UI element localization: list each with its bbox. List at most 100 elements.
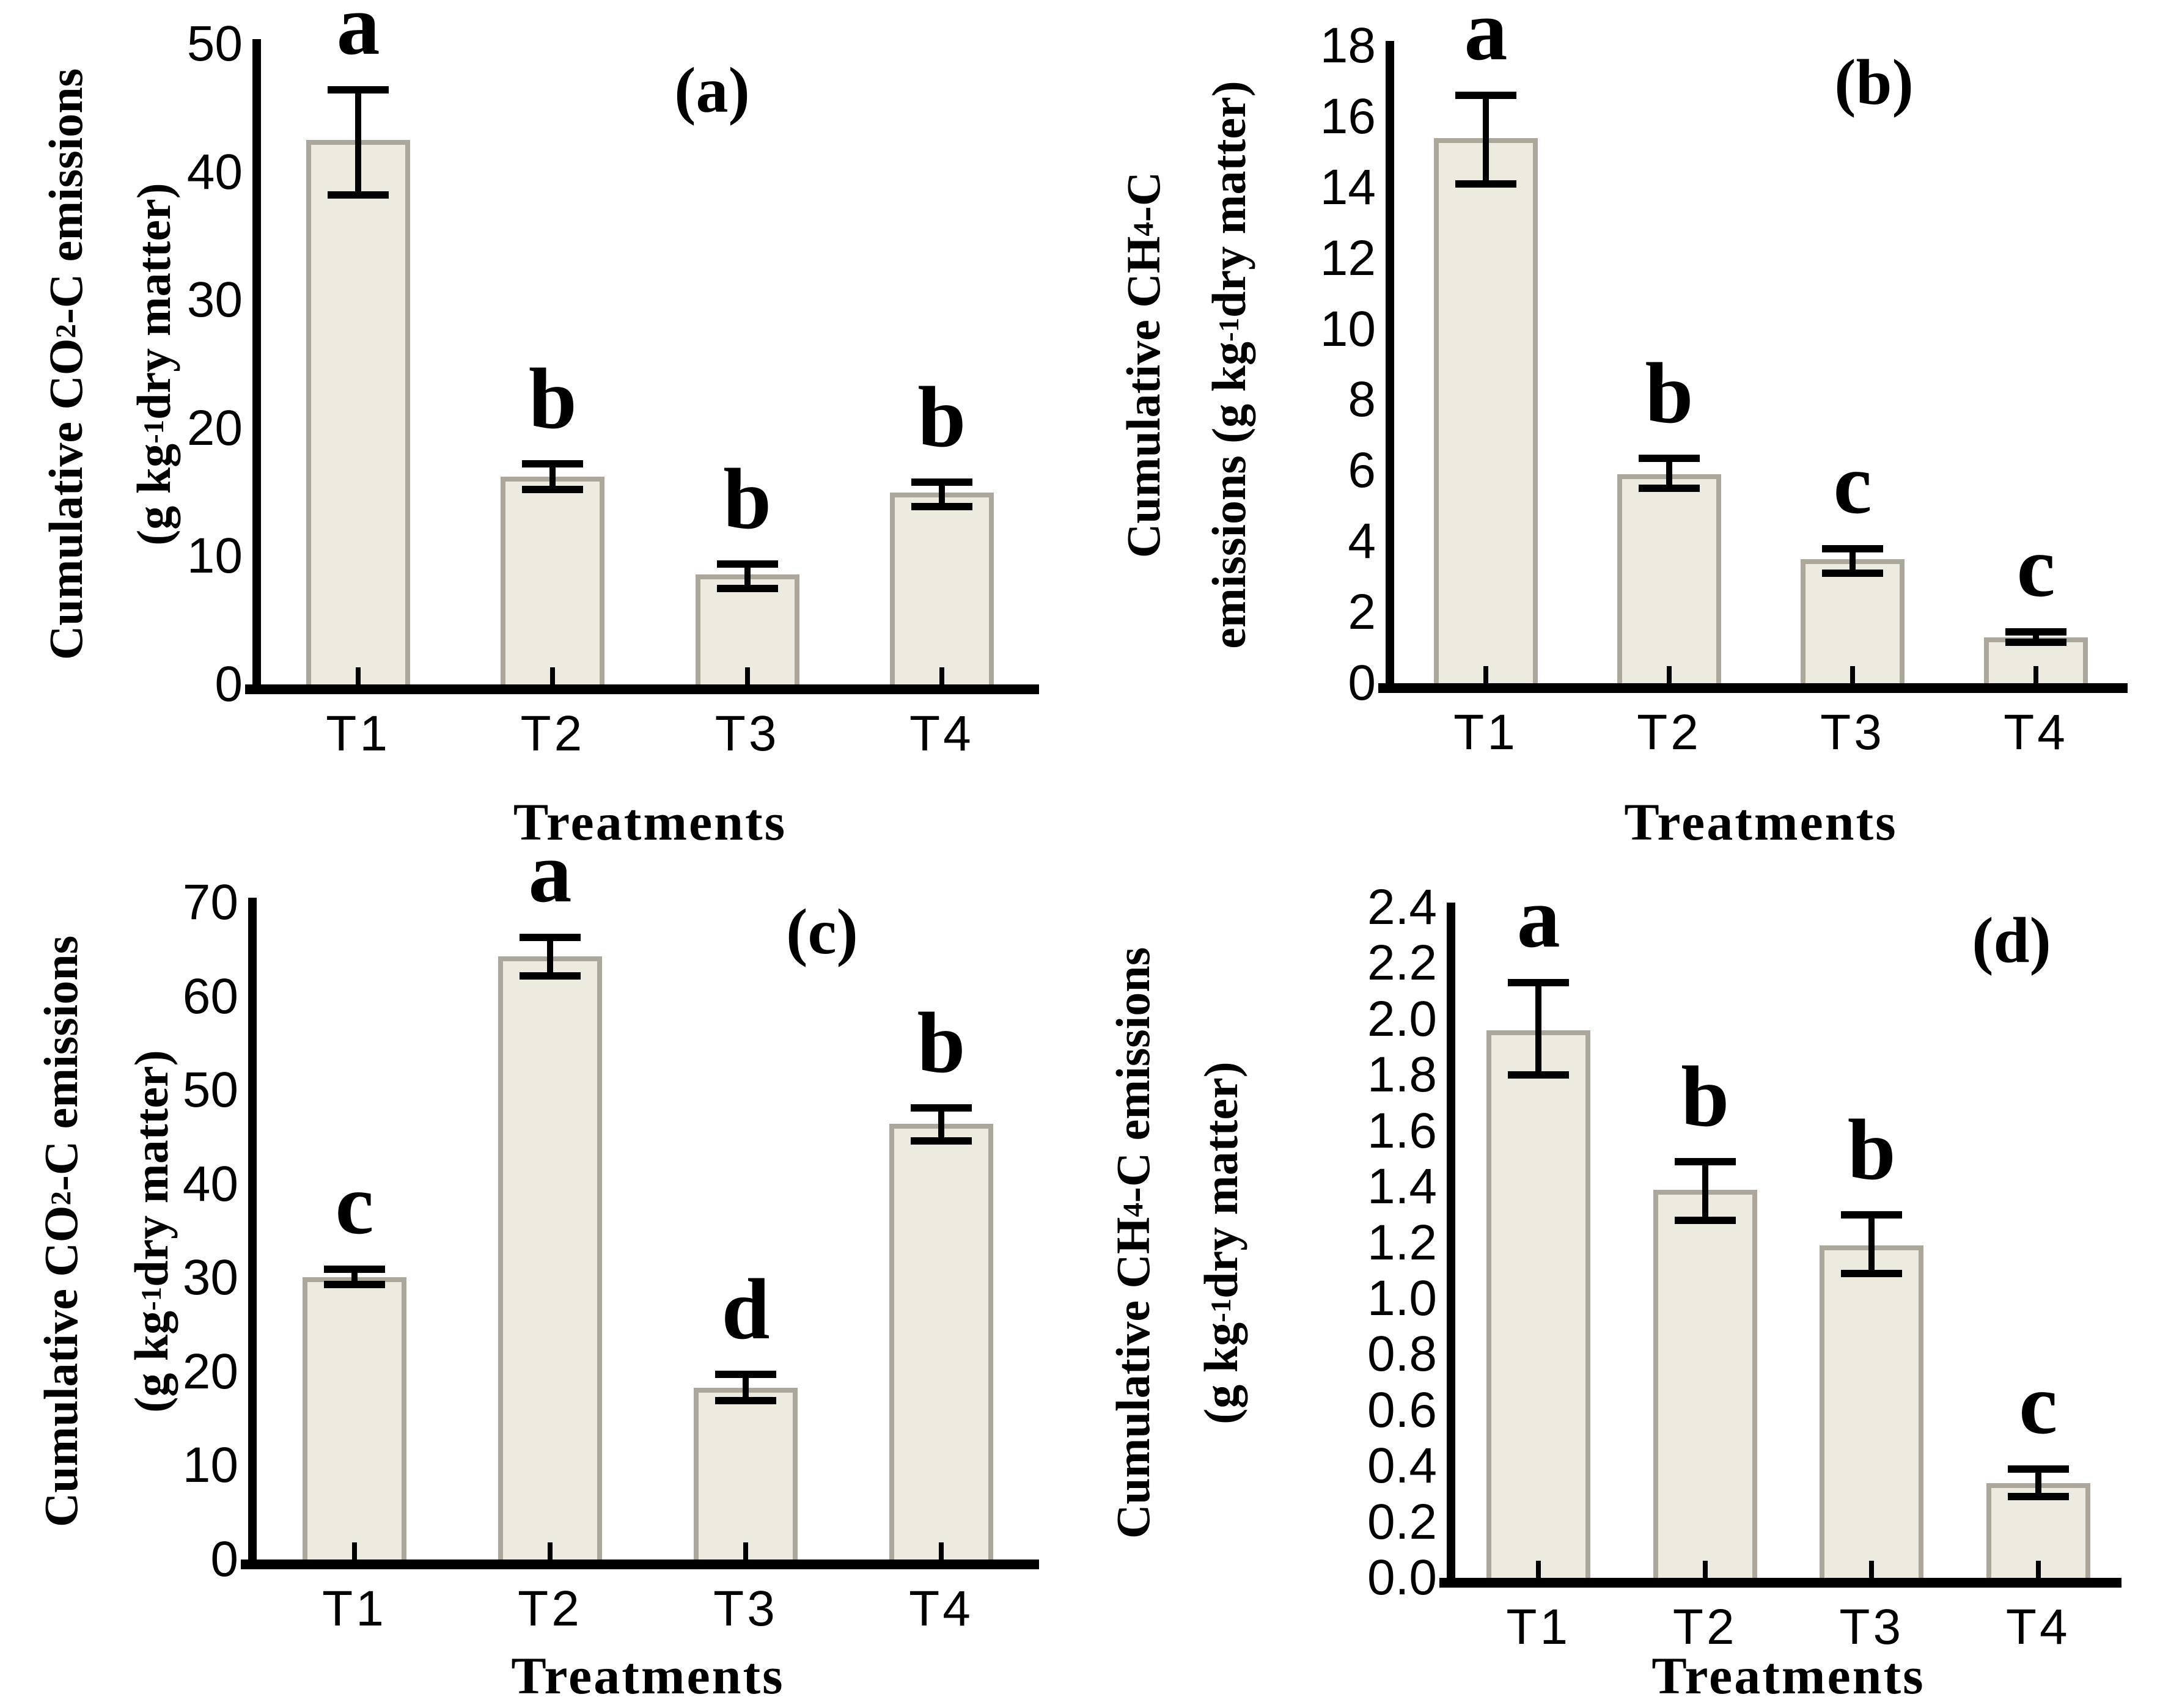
y-tick-label: 10 — [1320, 301, 1376, 357]
x-category-label: T3 — [1820, 705, 1885, 760]
y-tick-label: 1.0 — [1367, 1270, 1437, 1326]
error-bar-cap-top — [716, 560, 778, 568]
x-category-label: T1 — [1453, 705, 1518, 760]
x-tick — [356, 667, 361, 684]
x-axis-line — [1378, 683, 2128, 693]
error-bar-cap-bottom — [1841, 1269, 1903, 1277]
y-tick-label: 12 — [1320, 230, 1376, 286]
bar-T1 — [1434, 137, 1538, 683]
error-bar-stem — [938, 1108, 944, 1142]
y-tick-label: 30 — [182, 1250, 238, 1306]
x-category-label: T1 — [326, 706, 391, 761]
y-tick-label: 2.0 — [1367, 991, 1437, 1047]
x-category-label: T2 — [520, 706, 586, 761]
x-tick — [1536, 1561, 1541, 1578]
y-tick-label: 1.8 — [1367, 1047, 1437, 1103]
error-bar-stem — [1850, 548, 1856, 574]
significance-letter: a — [1516, 869, 1560, 966]
x-axis-line — [245, 684, 1039, 694]
error-bar-cap-bottom — [1674, 1216, 1736, 1224]
error-bar-stem — [1483, 95, 1489, 184]
error-bar-cap-top — [2007, 1465, 2069, 1473]
significance-letter: a — [1464, 0, 1508, 79]
y-tick-label: 30 — [186, 272, 243, 328]
error-bar-stem — [547, 937, 553, 976]
y-tick-label: 0 — [1348, 655, 1376, 711]
bar-T2 — [1653, 1189, 1757, 1578]
y-tick-label: 70 — [182, 874, 238, 930]
significance-letter: b — [1847, 1101, 1896, 1198]
y-tick-label: 8 — [1348, 372, 1376, 428]
significance-letter: d — [721, 1261, 770, 1358]
y-tick-label: 10 — [182, 1437, 238, 1494]
y-tick-label: 20 — [186, 400, 243, 456]
error-bar-cap-bottom — [1822, 570, 1883, 577]
error-bar-stem — [351, 1269, 358, 1285]
y-tick-label: 6 — [1348, 442, 1376, 499]
x-axis-line — [1439, 1578, 2121, 1588]
error-bar-cap-top — [911, 1104, 972, 1112]
panel-letter-label: (a) — [674, 54, 750, 126]
error-bar-cap-top — [2005, 628, 2066, 636]
error-bar-stem — [2033, 631, 2039, 643]
significance-letter: a — [528, 823, 572, 920]
bar-T3 — [1801, 559, 1905, 683]
bar-T3 — [695, 574, 799, 684]
bar-T1 — [306, 140, 411, 684]
x-tick — [2033, 666, 2038, 683]
y-axis-line — [248, 898, 257, 1569]
panel-d: Cumulative CH 4 -C emissions (g kg -1 dry ma… — [1086, 854, 2171, 1708]
error-bar-cap-bottom — [2007, 1493, 2069, 1501]
x-category-label: T2 — [1672, 1599, 1738, 1655]
error-bar-stem — [743, 1374, 749, 1401]
bar-T1 — [303, 1277, 406, 1560]
x-category-label: T1 — [1506, 1599, 1571, 1655]
y-tick-label: 0 — [210, 1531, 238, 1587]
y-tick-label: 40 — [182, 1156, 238, 1212]
y-tick-label: 0.6 — [1367, 1382, 1437, 1438]
bar-T2 — [1617, 474, 1721, 683]
x-tick — [352, 1542, 357, 1560]
panel-a: Cumulative CO 2 -C emissions (g kg -1 dry ma… — [0, 0, 1086, 854]
bar-T1 — [1486, 1030, 1591, 1578]
error-bar-stem — [355, 90, 362, 196]
panel-b: Cumulative CH 4 -C emissions (g kg -1 dry ma… — [1086, 0, 2171, 854]
significance-letter: b — [917, 368, 966, 465]
significance-letter: b — [723, 450, 772, 547]
y-tick-label: 20 — [182, 1343, 238, 1399]
y-axis-line — [1447, 903, 1455, 1588]
x-tick — [939, 1542, 944, 1560]
panel-c: Cumulative CO 2 -C emissions (g kg -1 dry ma… — [0, 829, 1086, 1708]
error-bar-cap-top — [1822, 544, 1883, 552]
error-bar-cap-bottom — [911, 502, 972, 510]
y-tick-label: 16 — [1320, 88, 1376, 144]
x-tick — [1667, 666, 1672, 683]
error-bar-cap-bottom — [1455, 180, 1516, 188]
x-tick — [2035, 1561, 2041, 1578]
bar-T3 — [1820, 1245, 1924, 1578]
error-bar-cap-bottom — [716, 584, 778, 592]
y-axis-label-line2: (g kg -1 dry matter) — [125, 1049, 178, 1413]
error-bar-stem — [744, 563, 751, 588]
y-tick-label: 60 — [182, 968, 238, 1024]
bar-T3 — [694, 1387, 798, 1560]
bar-T2 — [498, 956, 602, 1560]
y-tick-label: 1.2 — [1367, 1214, 1437, 1270]
y-axis-label-line1: Cumulative CH 4 -C — [1117, 171, 1170, 558]
x-category-label: T4 — [909, 1581, 974, 1637]
y-tick-label: 2.4 — [1367, 879, 1437, 935]
error-bar-stem — [938, 482, 945, 507]
y-axis-line — [1386, 41, 1394, 693]
x-axis-title: Treatments — [513, 793, 787, 851]
error-bar-stem — [1868, 1214, 1875, 1274]
error-bar-cap-top — [1508, 979, 1570, 987]
x-category-label: T2 — [1637, 705, 1702, 760]
x-tick — [1483, 666, 1488, 683]
error-bar-cap-top — [1639, 455, 1700, 463]
x-category-label: T2 — [518, 1581, 582, 1637]
y-tick-label: 0.4 — [1367, 1438, 1437, 1494]
x-category-label: T4 — [909, 706, 974, 761]
significance-letter: b — [1645, 345, 1694, 442]
x-category-label: T4 — [2005, 1599, 2071, 1655]
significance-letter: b — [917, 994, 966, 1091]
